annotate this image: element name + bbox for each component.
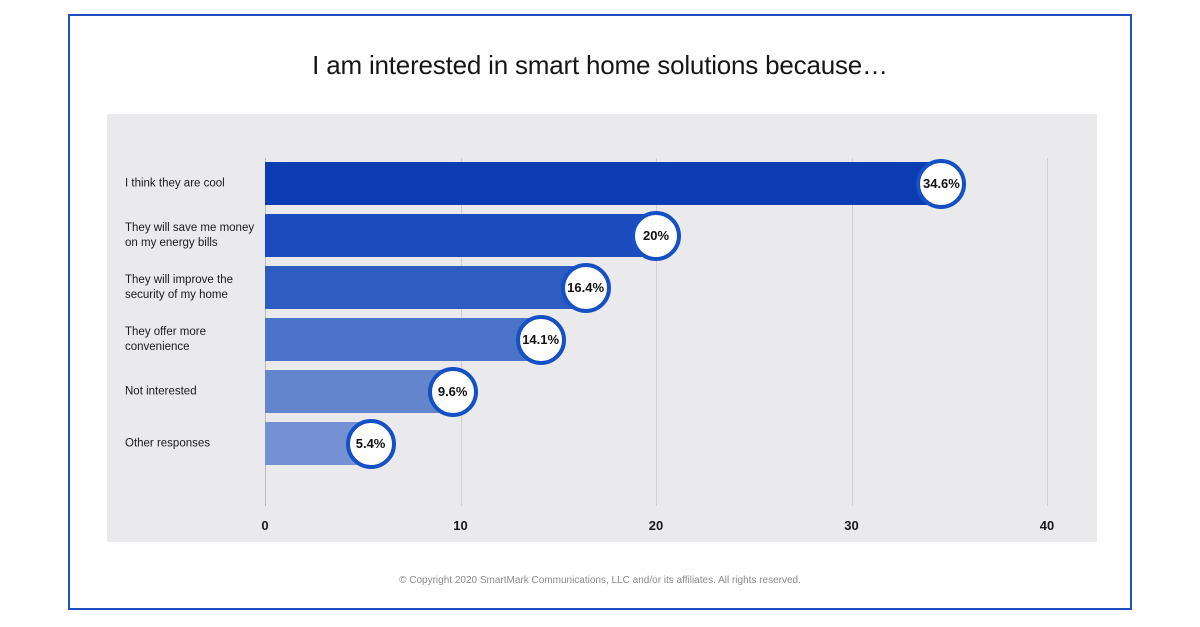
- bar-category-label: They will save me money on my energy bill…: [125, 221, 257, 251]
- bar-row[interactable]: They will improve the security of my home…: [107, 262, 1097, 314]
- bar-category-label-line: They will save me money: [125, 222, 255, 234]
- x-axis: 0 10 20 30 40: [107, 506, 1097, 542]
- bar-value-bubble: 20%: [631, 210, 681, 261]
- bar-value-bubble: 5.4%: [345, 418, 396, 469]
- bar-category-label-line: security of my home: [125, 289, 228, 301]
- x-axis-tick-label: 40: [1039, 518, 1055, 533]
- bar-row[interactable]: They will save me money on my energy bill…: [107, 210, 1097, 262]
- bar-category-label-line: I think they are cool: [125, 177, 225, 190]
- bar-category-label: They will improve the security of my home: [125, 273, 257, 303]
- bar-category-label-line: They will improve the: [125, 274, 234, 286]
- x-axis-tick-label: 30: [844, 518, 859, 533]
- x-axis-tick-label: 0: [261, 518, 269, 533]
- bar-row[interactable]: Other responses 5.4%: [107, 418, 1097, 470]
- bar-row[interactable]: They offer more convenience 14.1%: [107, 314, 1097, 366]
- bar-value-bubble: 16.4%: [560, 262, 611, 313]
- bar-fill[interactable]: [265, 370, 453, 413]
- bar-category-label-line: Other responses: [125, 437, 211, 450]
- bar-fill[interactable]: [265, 318, 541, 361]
- bar-track: 9.6%: [265, 366, 1097, 417]
- bar-fill[interactable]: [265, 162, 942, 205]
- bar-value-bubble: 14.1%: [515, 314, 566, 365]
- chart-plot-area: I think they are cool 34.6% They will save…: [107, 114, 1097, 542]
- bar-category-label-line: They offer more: [125, 326, 206, 338]
- bar-track: 14.1%: [265, 314, 1097, 365]
- x-axis-tick-label: 10: [453, 518, 468, 533]
- bar-value-bubble: 34.6%: [916, 158, 967, 209]
- bar-track: 5.4%: [265, 418, 1097, 469]
- bar-fill[interactable]: [265, 266, 586, 309]
- page-title: I am interested in smart home solutions …: [312, 50, 888, 80]
- bar-fill[interactable]: [265, 214, 656, 257]
- bar-category-label: Other responses: [125, 437, 257, 452]
- bar-category-label: I think they are cool: [125, 177, 257, 192]
- bar-row[interactable]: I think they are cool 34.6%: [107, 158, 1097, 210]
- bar-row[interactable]: Not interested 9.6%: [107, 366, 1097, 418]
- bar-category-label-line: convenience: [125, 341, 190, 353]
- bar-track: 34.6%: [265, 158, 1097, 209]
- bar-value-bubble: 9.6%: [427, 366, 478, 417]
- bar-category-label: Not interested: [125, 385, 257, 400]
- slide-frame: I am interested in smart home solutions …: [68, 14, 1132, 610]
- bar-series: I think they are cool 34.6% They will save…: [107, 158, 1097, 470]
- bar-category-label-line: Not interested: [125, 385, 197, 398]
- bar-track: 16.4%: [265, 262, 1097, 313]
- copyright-footer: © Copyright 2020 SmartMark Communication…: [399, 575, 801, 586]
- bar-category-label-line: on my energy bills: [125, 237, 218, 249]
- bar-track: 20%: [265, 210, 1097, 261]
- x-axis-tick-label: 20: [648, 518, 664, 533]
- bar-category-label: They offer more convenience: [125, 325, 257, 355]
